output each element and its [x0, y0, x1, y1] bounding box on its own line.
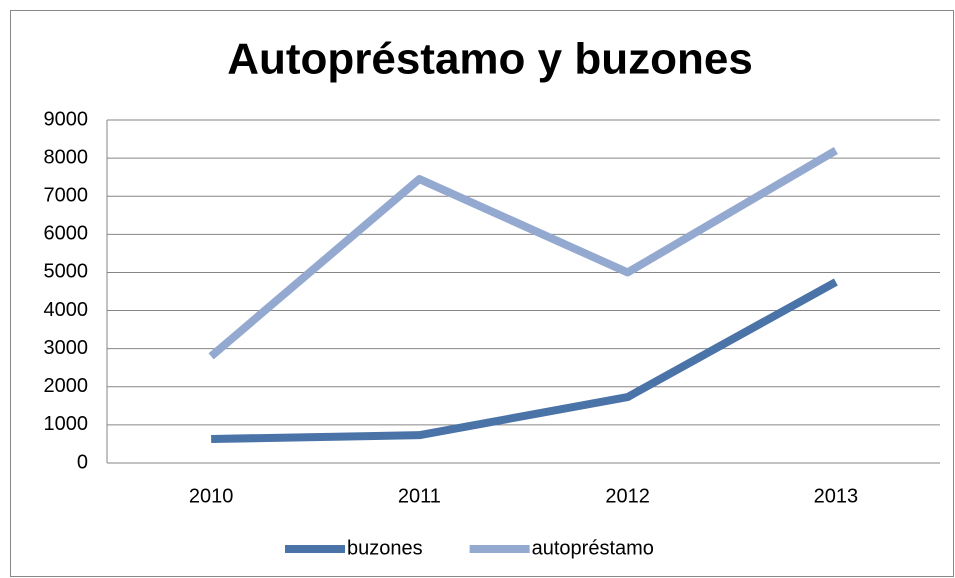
legend-label: buzones [347, 537, 423, 559]
y-tick-label: 8000 [44, 146, 89, 168]
x-tick-label: 2012 [605, 485, 650, 507]
y-tick-label: 7000 [44, 185, 89, 207]
data-line [208, 147, 838, 360]
y-tick-label: 5000 [44, 261, 89, 283]
chart-title: Autopréstamo y buzones [227, 35, 753, 84]
y-tick-label: 6000 [44, 223, 89, 245]
y-tick-label: 4000 [44, 299, 89, 321]
x-tick-label: 2010 [189, 485, 234, 507]
x-tick-label: 2013 [814, 485, 859, 507]
legend-label: autopréstamo [532, 537, 654, 559]
x-tick-label: 2011 [398, 485, 441, 507]
y-tick-label: 9000 [44, 108, 89, 130]
y-tick-label: 2000 [44, 375, 89, 397]
chart-border [10, 10, 954, 577]
data-line [211, 278, 838, 443]
y-tick-label: 0 [77, 451, 88, 473]
y-tick-label: 3000 [44, 337, 89, 359]
y-tick-label: 1000 [44, 413, 89, 435]
